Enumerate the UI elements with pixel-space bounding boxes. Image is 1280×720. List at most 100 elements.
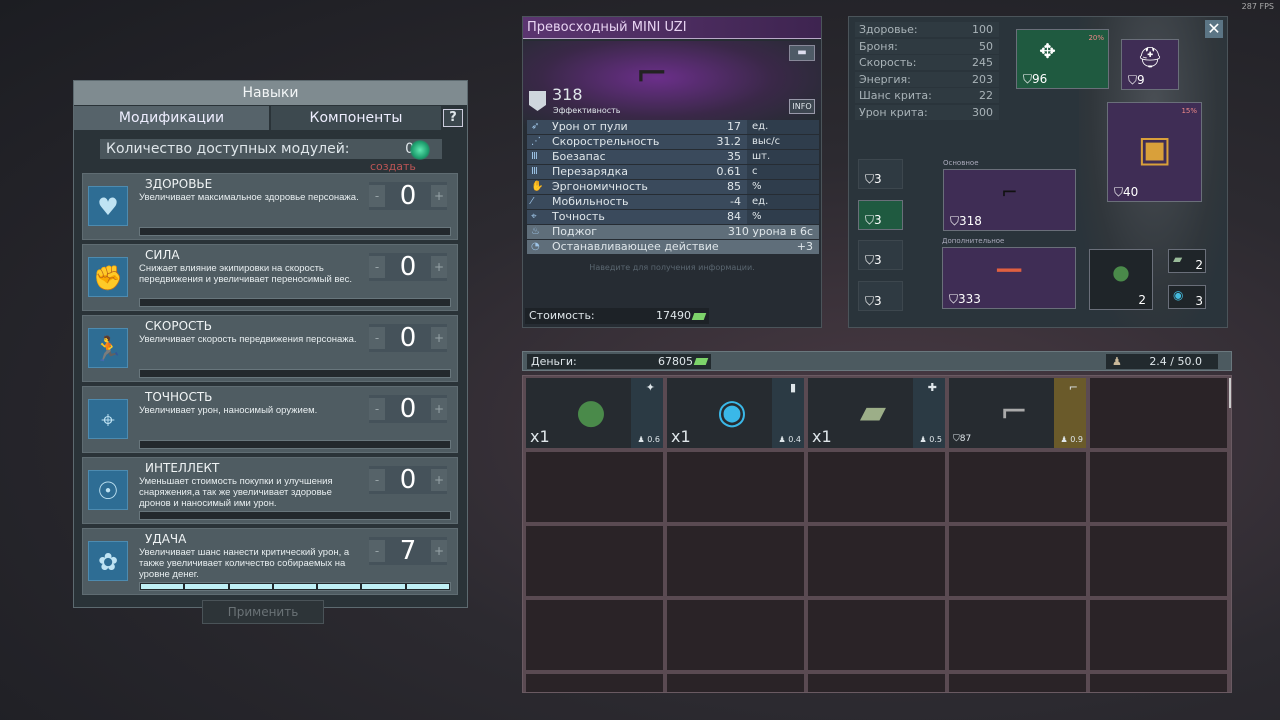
inventory-cell-empty[interactable] xyxy=(526,452,663,522)
tab-components[interactable]: Компоненты xyxy=(271,106,441,130)
secondary-weapon-slot[interactable]: ━━ ⛉333 xyxy=(942,247,1076,309)
stat-unit: ед. xyxy=(747,195,819,209)
inventory-cell-empty[interactable] xyxy=(949,526,1086,596)
perk-value: 310 урона в 6с xyxy=(727,225,813,238)
money-value: 67805 xyxy=(658,355,693,368)
helmet-slot[interactable]: ⛑ ⛉9 xyxy=(1121,39,1179,90)
skill-intellect: ☉ ИНТЕЛЛЕКТ Уменьшает стоимость покупки … xyxy=(82,457,458,524)
inventory-cell-empty[interactable] xyxy=(808,674,945,692)
create-module-link[interactable]: создать xyxy=(370,160,416,173)
inventory-cell-empty[interactable] xyxy=(667,452,804,522)
skills-panel: Навыки Модификации Компоненты ? Количест… xyxy=(73,80,468,624)
increment-button[interactable]: + xyxy=(431,469,447,491)
inventory-cell-empty[interactable] xyxy=(1090,600,1227,670)
inventory-scrollbar[interactable] xyxy=(1229,378,1231,408)
item-weight: ♟ 0.5 xyxy=(919,435,942,444)
help-button[interactable]: ? xyxy=(443,109,463,127)
decrement-button[interactable]: - xyxy=(369,185,385,207)
inventory-cell-empty[interactable] xyxy=(949,452,1086,522)
decrement-button[interactable]: - xyxy=(369,469,385,491)
drone-slot[interactable]: ✥ 20% ⛉96 xyxy=(1016,29,1109,89)
inventory-cell-empty[interactable] xyxy=(526,526,663,596)
increment-button[interactable]: + xyxy=(431,398,447,420)
stat-label: Энергия: xyxy=(859,73,911,86)
stat-value: 22 xyxy=(979,89,993,102)
decrement-button[interactable]: - xyxy=(369,540,385,562)
create-module-icon[interactable] xyxy=(410,140,430,160)
shotgun-icon: ━━ xyxy=(996,258,1022,282)
increment-button[interactable]: + xyxy=(431,256,447,278)
grenade-icon: ● xyxy=(576,392,606,432)
inventory-cell-empty[interactable] xyxy=(526,674,663,692)
skill-progress-bar xyxy=(139,369,451,378)
item-count: x1 xyxy=(530,427,550,446)
perk-row[interactable]: ◔ Останавливающее действие +3 xyxy=(527,240,819,254)
info-button[interactable]: INFO xyxy=(789,99,815,114)
module-slot[interactable]: ⛉3 xyxy=(858,240,903,270)
decrement-button[interactable]: - xyxy=(369,327,385,349)
reload-icon: Ⅲ xyxy=(531,166,538,177)
skill-speed: 🏃 СКОРОСТЬ Увеличивает скорость передвиж… xyxy=(82,315,458,382)
inventory-item[interactable]: ✚ ▰ x1 ♟ 0.5 xyxy=(808,378,945,448)
module-slot[interactable]: ⛉3 xyxy=(858,159,903,189)
inventory-item[interactable]: ▮ ◉ x1 ♟ 0.4 xyxy=(667,378,804,448)
inventory-cell-empty[interactable] xyxy=(808,600,945,670)
grenade-slot[interactable]: ● 2 xyxy=(1089,249,1153,310)
inventory-cell-empty[interactable] xyxy=(949,600,1086,670)
inventory-cell-empty[interactable] xyxy=(949,674,1086,692)
primary-label: Основное xyxy=(943,159,979,167)
bandage-icon: ▰ xyxy=(859,392,887,432)
inventory-cell-empty[interactable] xyxy=(526,600,663,670)
inventory-item[interactable]: ✦ ● x1 ♟ 0.6 xyxy=(526,378,663,448)
module-slot[interactable]: ⛉3 xyxy=(858,200,903,230)
money-icon xyxy=(693,358,709,365)
stat-label: Мобильность xyxy=(552,195,629,208)
stat-label: Шанс крита: xyxy=(859,89,932,102)
apply-button[interactable]: Применить xyxy=(202,600,324,624)
inventory-item[interactable]: ⌐ ⌐ ⛉87 ♟ 0.9 xyxy=(949,378,1086,448)
inventory-cell-empty[interactable] xyxy=(1090,674,1227,692)
skill-progress-bar xyxy=(139,511,451,520)
inventory-cell-empty[interactable] xyxy=(1090,378,1227,448)
skill-level-segment xyxy=(141,584,184,589)
inventory-cell-empty[interactable] xyxy=(1090,452,1227,522)
module-slot[interactable]: ⛉3 xyxy=(858,281,903,311)
weapon-image: ⌐ xyxy=(523,41,821,133)
tab-modifications[interactable]: Модификации xyxy=(74,106,269,130)
inventory-cell-empty[interactable] xyxy=(667,674,804,692)
inventory-cell-empty[interactable] xyxy=(667,600,804,670)
perk-row[interactable]: ♨ Поджог 310 урона в 6с xyxy=(527,225,819,239)
increment-button[interactable]: + xyxy=(431,185,447,207)
primary-weapon-slot[interactable]: ⌐ ⛉318 xyxy=(943,169,1076,231)
inventory-cell-empty[interactable] xyxy=(808,452,945,522)
inventory-cell-empty[interactable] xyxy=(1090,526,1227,596)
heart-icon: ♥ xyxy=(88,186,128,226)
increment-button[interactable]: + xyxy=(431,540,447,562)
armor-vest-icon: ▣ xyxy=(1137,129,1172,170)
stat-unit: % xyxy=(747,180,819,194)
stat-label: Перезарядка xyxy=(552,165,628,178)
stat-label: Боезапас xyxy=(552,150,606,163)
decrement-button[interactable]: - xyxy=(369,256,385,278)
perk-label: Останавливающее действие xyxy=(552,240,719,253)
close-button[interactable]: ✕ xyxy=(1205,20,1223,38)
inventory-cell-empty[interactable] xyxy=(808,526,945,596)
weapon-details-panel: Превосходный MINI UZI ⌐ ▬ 318 Эффективно… xyxy=(522,16,822,328)
skill-stepper: -0 + xyxy=(369,252,447,282)
char-stat: Броня: 50 xyxy=(855,39,999,54)
armor-slot[interactable]: ▣ 15% ⛉40 xyxy=(1107,102,1202,202)
grenade-count: 2 xyxy=(1138,293,1146,307)
battery-slot[interactable]: ◉ 3 xyxy=(1168,285,1206,309)
stat-value: 300 xyxy=(972,106,993,119)
decrement-button[interactable]: - xyxy=(369,398,385,420)
drone-icon: ✥ xyxy=(1039,39,1056,63)
medkit-slot[interactable]: ▰ 2 xyxy=(1168,249,1206,273)
skill-level-segment xyxy=(318,584,361,589)
inventory-cell-empty[interactable] xyxy=(667,526,804,596)
stat-value: 85 xyxy=(727,180,741,193)
inventory-header: Деньги: 67805 ♟ 2.4 / 50.0 xyxy=(522,351,1232,371)
increment-button[interactable]: + xyxy=(431,327,447,349)
skill-stepper: -7 + xyxy=(369,536,447,566)
stat-value: 203 xyxy=(972,73,993,86)
stat-unit: % xyxy=(747,210,819,224)
